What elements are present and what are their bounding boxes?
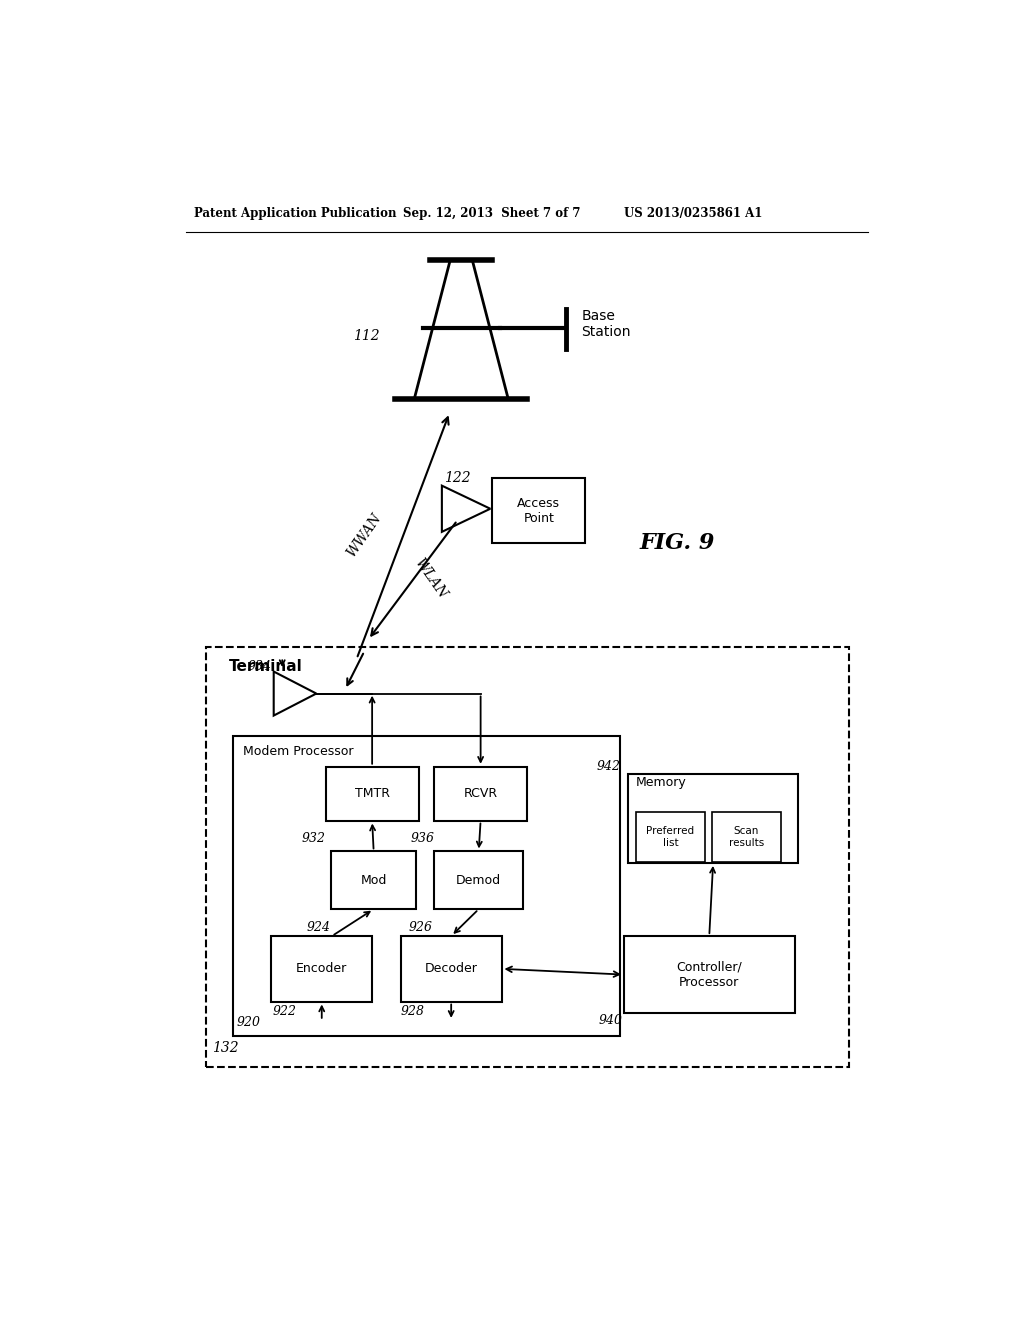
Text: 936: 936 bbox=[411, 832, 434, 845]
Text: 928: 928 bbox=[400, 1006, 425, 1019]
FancyBboxPatch shape bbox=[493, 478, 586, 544]
FancyBboxPatch shape bbox=[434, 767, 527, 821]
Text: Sep. 12, 2013  Sheet 7 of 7: Sep. 12, 2013 Sheet 7 of 7 bbox=[403, 207, 581, 220]
Text: 920: 920 bbox=[237, 1015, 260, 1028]
FancyBboxPatch shape bbox=[624, 936, 795, 1014]
Text: 932: 932 bbox=[302, 832, 326, 845]
Text: FIG. 9: FIG. 9 bbox=[640, 532, 715, 554]
Text: 934: 934 bbox=[248, 660, 271, 673]
Text: Access
Point: Access Point bbox=[517, 496, 560, 524]
Text: Terminal: Terminal bbox=[228, 659, 302, 675]
Text: Patent Application Publication: Patent Application Publication bbox=[194, 207, 396, 220]
Text: 924: 924 bbox=[307, 921, 331, 933]
Text: Memory: Memory bbox=[636, 776, 686, 789]
Text: 112: 112 bbox=[353, 329, 380, 342]
FancyBboxPatch shape bbox=[636, 812, 706, 862]
FancyBboxPatch shape bbox=[628, 775, 799, 863]
Text: US 2013/0235861 A1: US 2013/0235861 A1 bbox=[624, 207, 763, 220]
Text: RCVR: RCVR bbox=[464, 787, 498, 800]
Text: Encoder: Encoder bbox=[296, 962, 347, 975]
Text: Preferred
list: Preferred list bbox=[646, 826, 694, 847]
Text: 122: 122 bbox=[444, 471, 471, 484]
FancyBboxPatch shape bbox=[326, 767, 419, 821]
Text: TMTR: TMTR bbox=[354, 787, 389, 800]
FancyBboxPatch shape bbox=[206, 647, 849, 1067]
FancyBboxPatch shape bbox=[712, 812, 781, 862]
FancyBboxPatch shape bbox=[232, 737, 621, 1036]
FancyBboxPatch shape bbox=[271, 936, 372, 1002]
Text: Decoder: Decoder bbox=[425, 962, 477, 975]
Text: Base
Station: Base Station bbox=[582, 309, 631, 339]
Text: Scan
results: Scan results bbox=[729, 826, 764, 847]
Text: 922: 922 bbox=[273, 1006, 297, 1019]
Text: 942: 942 bbox=[596, 760, 621, 774]
Text: 926: 926 bbox=[409, 921, 432, 933]
Text: Modem Processor: Modem Processor bbox=[243, 744, 353, 758]
Text: WLAN: WLAN bbox=[412, 556, 450, 601]
Text: Mod: Mod bbox=[360, 874, 387, 887]
Text: Demod: Demod bbox=[456, 874, 502, 887]
FancyBboxPatch shape bbox=[400, 936, 502, 1002]
FancyBboxPatch shape bbox=[434, 851, 523, 909]
Text: 132: 132 bbox=[212, 1041, 239, 1056]
FancyBboxPatch shape bbox=[331, 851, 417, 909]
Text: Controller/
Processor: Controller/ Processor bbox=[677, 961, 742, 989]
Text: 940: 940 bbox=[598, 1014, 623, 1027]
Text: WWAN: WWAN bbox=[344, 511, 384, 560]
